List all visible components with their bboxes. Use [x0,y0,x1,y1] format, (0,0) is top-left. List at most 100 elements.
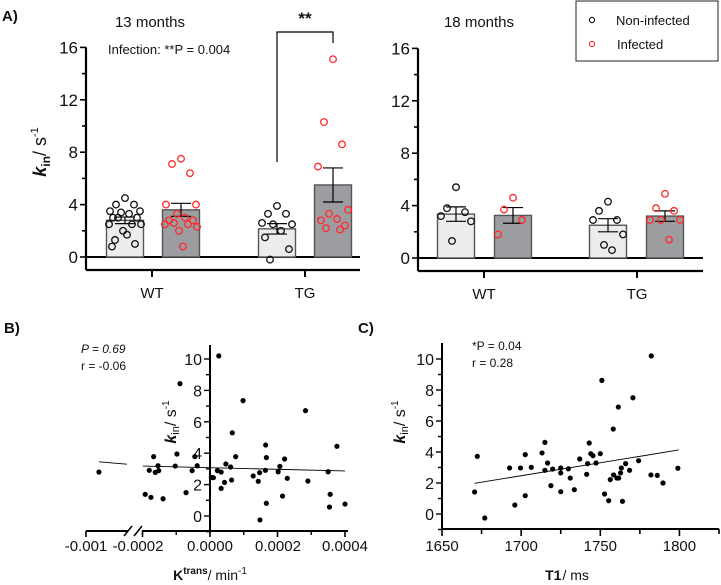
y-tick-label: 4 [425,445,434,462]
y-tick-label: 10 [416,352,434,369]
data-point-infected [193,222,201,231]
data-point [542,439,548,445]
data-point-non-infected [131,239,139,248]
data-point [571,487,577,493]
data-point [590,453,596,459]
x-tick-label: 1650 [425,538,458,555]
data-point [648,472,654,478]
y-title-unit: / s [392,409,409,426]
y-tick-label: 8 [69,143,78,162]
data-point-infected [168,160,176,168]
data-point-non-infected [443,204,451,213]
data-point-infected [184,220,192,229]
data-point [255,478,261,484]
data-point-infected [320,118,328,127]
y-tick-label: 8 [193,383,202,400]
data-point-non-infected [448,237,456,245]
x-tick-label: 0.0004 [322,538,368,555]
data-point [189,468,195,474]
y-tick-label: 16 [59,38,78,57]
data-point-infected [661,189,669,198]
data-point-infected [175,226,183,235]
data-point-non-infected [266,255,274,264]
data-point [528,464,534,470]
x-tick-label: 1750 [584,538,617,555]
data-point-infected [509,193,517,202]
annotation-p-c: *P = 0.04 [472,339,522,353]
data-point-non-infected [288,220,296,229]
data-point [218,485,224,491]
y-title-unit: / s [163,409,180,426]
data-point [326,504,333,510]
data-point-non-infected [105,220,113,229]
legend-marker-infected [588,40,596,48]
data-point-non-infected [273,201,281,210]
y-title-main: k [163,434,180,444]
chart-marks: 0 4 8 12 16 WT TG 0 4 8 12 16 WT TG 0 2 4 6 8 10 -0.001 -0.00… [59,31,720,555]
significance-bracket [276,31,334,162]
data-point-non-infected [277,226,285,235]
y-title-sub: in [399,426,411,435]
data-point [257,470,263,476]
data-point [586,440,592,446]
data-point [558,489,564,495]
data-point-infected [665,235,673,244]
x-axis-title-c: T1/ ms [545,567,589,583]
data-point-non-infected [119,226,127,235]
y-axis-title-b: kin/ s-1 [161,400,182,444]
data-point-non-infected [258,218,266,227]
y-axis-title-a: kin/ s-1 [29,127,53,176]
legend-marker-non-infected [588,16,596,24]
y-tick-label: 12 [391,92,410,111]
panel-label-a: A) [2,8,18,25]
bar-infected [645,215,685,259]
data-point-infected [162,200,170,209]
data-point [263,454,269,461]
y-tick-label: 16 [391,39,410,58]
data-point [221,479,228,486]
x-axis-title-b: Ktrans/ min-1 [173,566,247,583]
data-point-non-infected [589,216,597,224]
data-point [577,456,583,462]
y-title-unit: / s [30,137,50,156]
data-point-non-infected [106,207,114,216]
p-value-b: P = 0.69 [81,342,126,356]
data-point [636,458,642,464]
x-title-sup2: -1 [238,566,247,577]
data-point [617,470,624,476]
x-tick-label: WT [140,285,163,302]
y-title-sup: -1 [390,400,401,409]
data-point [148,494,154,500]
data-point-non-infected [109,213,117,222]
data-point-infected [322,224,330,233]
y-tick-label: 2 [193,478,202,495]
data-point [240,398,246,404]
data-point [342,501,348,507]
data-point [327,491,333,497]
legend-label-infected: Infected [617,37,663,52]
x-tick-label: WT [472,286,495,303]
data-point [227,464,234,470]
y-tick-label: 4 [401,197,410,216]
data-point-infected [170,218,178,227]
data-point [626,467,633,473]
x-tick-label: -0.0002 [113,538,164,555]
y-tick-label: 6 [425,414,434,431]
data-point [619,498,626,504]
data-point [156,468,162,474]
y-title-sup: -1 [161,400,172,409]
y-tick-label: 6 [193,415,202,432]
data-point [584,471,590,477]
data-point-non-infected [282,209,290,218]
data-point [623,461,629,467]
legend-box [575,0,719,62]
data-point [539,450,545,456]
data-point-infected [338,140,346,149]
y-tick-label: 0 [425,507,434,524]
data-point [233,454,239,460]
data-point-non-infected [619,230,627,239]
data-point-infected [670,206,678,215]
x-title-unit: / min [208,567,238,583]
data-point [210,475,216,481]
